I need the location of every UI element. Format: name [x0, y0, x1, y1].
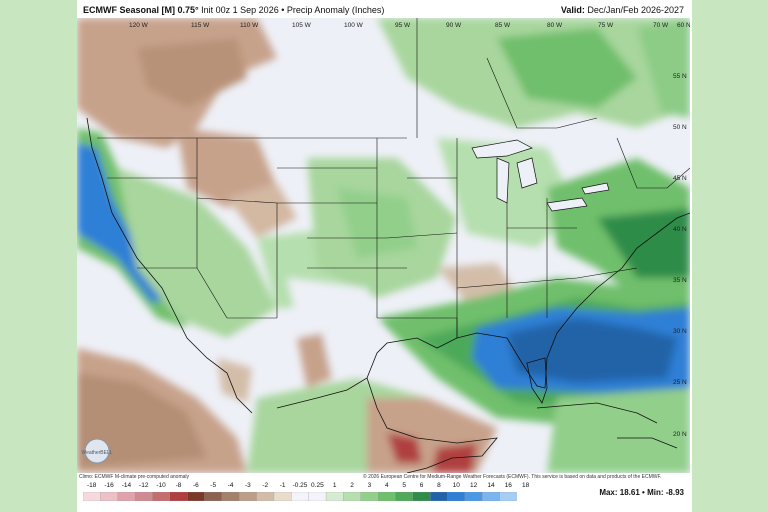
field-name: Precip Anomaly (Inches): [286, 5, 385, 15]
longitude-label: 120 W: [129, 22, 149, 29]
colorbar-tick-label: 4: [384, 482, 389, 489]
sep: •: [642, 488, 645, 497]
colorbar-swatch: [239, 492, 258, 501]
latitude-label: 55 N: [673, 73, 687, 80]
longitude-label: 85 W: [495, 22, 511, 29]
latitude-label: 20 N: [673, 431, 687, 438]
colorbar-swatch: [221, 492, 240, 501]
colorbar-swatch: [360, 492, 379, 501]
map-title: ECMWF Seasonal [M] 0.75° Init 00z 1 Sep …: [83, 5, 384, 15]
svg-text:WeatherBELL: WeatherBELL: [81, 450, 112, 456]
coastlines: [86, 117, 690, 473]
colorbar-tick-label: -18: [86, 482, 97, 489]
colorbar-tick-label: -6: [192, 482, 199, 489]
colorbar-tick-label: 10: [452, 482, 460, 489]
valid-label: Valid:: [560, 5, 585, 15]
precip-anomaly-map: 120 W 115 W 110 W 105 W 100 W 95 W 90 W 85 W 80 …: [77, 18, 690, 473]
min-label: Min:: [647, 488, 664, 497]
bullet-separator: •: [281, 5, 285, 15]
weatherbell-logo: WeatherBELL: [81, 438, 113, 464]
valid-value: Dec/Jan/Feb 2026-2027: [587, 5, 684, 15]
colorbar-swatch: [395, 492, 414, 501]
longitude-label: 80 W: [547, 22, 563, 29]
colorbar-swatch: [169, 492, 188, 501]
latitude-label: 50 N: [673, 124, 687, 131]
colorbar-swatch: [343, 492, 362, 501]
latitude-label: 40 N: [673, 226, 687, 233]
model-name: ECMWF Seasonal [M] 0.75°: [83, 5, 199, 15]
colorbar-tick-label: -16: [104, 482, 114, 489]
colorbar-tick-label: -0.25: [292, 482, 308, 489]
colorbar-tick-label: 0.25: [311, 482, 324, 489]
colorbar-swatch: [430, 492, 449, 501]
longitude-label: 60 N: [677, 22, 690, 29]
longitude-label: 100 W: [344, 22, 364, 29]
great-lakes: [471, 139, 610, 212]
colorbar-swatch: [134, 492, 153, 501]
colorbar-tick-label: -4: [227, 482, 234, 489]
colorbar-tick-label: 8: [437, 482, 441, 489]
anomaly-field: [77, 18, 690, 473]
max-min-values: Max: 18.61 • Min: -8.93: [599, 488, 684, 497]
valid-period: Valid: Dec/Jan/Feb 2026-2027: [561, 5, 684, 15]
latitude-label: 25 N: [673, 379, 687, 386]
longitude-label: 105 W: [292, 22, 312, 29]
colorbar-tick-label: 16: [504, 482, 512, 489]
state-borders: [97, 18, 690, 338]
colorbar-swatch: [152, 492, 171, 501]
colorbar-swatch: [273, 492, 292, 501]
colorbar-tick-label: -5: [210, 482, 217, 489]
colorbar-swatch: [187, 492, 205, 501]
longitude-labels: 120 W 115 W 110 W 105 W 100 W 95 W 90 W 85 W 80 …: [129, 22, 690, 29]
colorbar-tick-label: 2: [350, 482, 354, 489]
colorbar-swatch: [100, 492, 119, 501]
colorbar-tick-label: -8: [175, 482, 182, 489]
colorbar-swatch: [377, 492, 396, 501]
latitude-label: 30 N: [673, 328, 687, 335]
colorbar-tick-label: 6: [419, 482, 424, 489]
latitude-label: 35 N: [673, 277, 687, 284]
colorbar-tick-label: 3: [367, 482, 372, 489]
min-value: -8.93: [665, 488, 684, 497]
colorbar-swatch: [447, 492, 466, 501]
init-time: Init 00z 1 Sep 2026: [201, 5, 279, 15]
colorbar-tick-label: -14: [121, 482, 132, 489]
colorbar-tick-label: -2: [262, 482, 269, 489]
longitude-label: 90 W: [446, 22, 462, 29]
longitude-label: 95 W: [395, 22, 411, 29]
longitude-label: 110 W: [240, 22, 259, 29]
colorbar-swatch: [204, 492, 223, 501]
colorbar-tick-label: 12: [469, 482, 478, 489]
longitude-label: 70 W: [653, 22, 669, 29]
colorbar-swatch: [325, 492, 344, 501]
colorbar-swatch: [482, 492, 501, 501]
latitude-label: 45 N: [673, 175, 687, 182]
colorbar-tick-label: 18: [522, 482, 530, 489]
colorbar-swatch: [117, 492, 136, 501]
colorbar-tick-label: -3: [245, 482, 251, 489]
copyright-note: © 2026 European Centre for Medium-Range …: [363, 474, 662, 480]
colorbar-swatch: [464, 492, 483, 501]
longitude-label: 75 W: [598, 22, 614, 29]
longitude-label: 115 W: [191, 22, 210, 29]
max-label: Max:: [599, 488, 618, 497]
colorbar-tick-label: -10: [156, 482, 166, 489]
colorbar-swatch: [499, 492, 517, 501]
climo-note: Climo: ECMWF M-climate pre-computed anom…: [79, 474, 190, 480]
colorbar-swatch: [291, 492, 310, 501]
colorbar-tick-label: -1: [279, 482, 286, 489]
colorbar-tick-label: 5: [402, 482, 406, 489]
colorbar-labels: -18 -16 -14 -12 -10 -8 -6 -5 -4 -3 -2 -1 -0.25 0.25 1 2…: [83, 482, 529, 491]
colorbar: [83, 492, 517, 501]
colorbar-swatch: [83, 492, 101, 501]
colorbar-swatch: [256, 492, 275, 501]
colorbar-tick-label: 14: [487, 482, 495, 489]
colorbar-tick-label: -12: [139, 482, 149, 489]
colorbar-tick-label: 1: [332, 482, 337, 489]
max-value: 18.61: [619, 488, 640, 497]
colorbar-swatch: [308, 492, 327, 501]
latitude-labels: 55 N 50 N 45 N 40 N 35 N 30 N 25 N 20 N: [673, 73, 687, 438]
colorbar-swatch: [412, 492, 431, 501]
map-panel: ECMWF Seasonal [M] 0.75° Init 00z 1 Sep …: [77, 0, 692, 512]
